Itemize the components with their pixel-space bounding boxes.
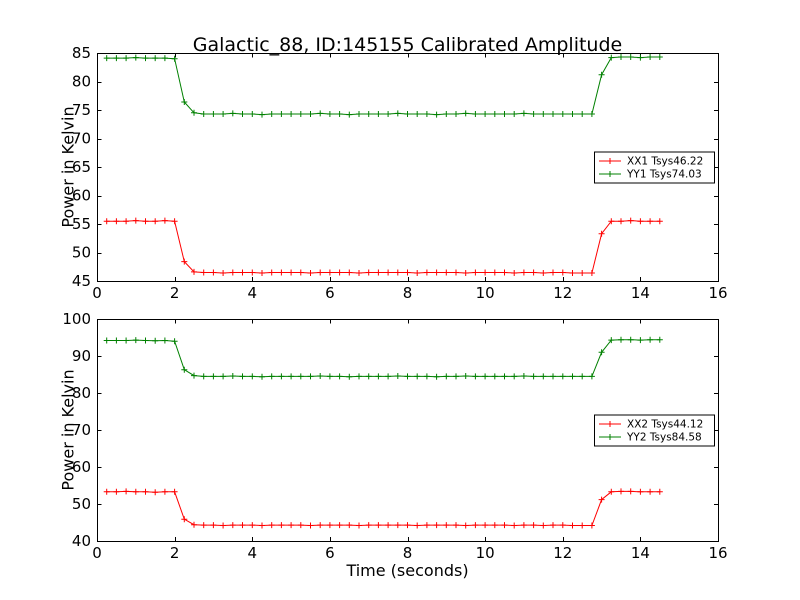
x-tick-label: 12 [553, 284, 572, 302]
x-tick-label: 14 [631, 284, 650, 302]
y-tick-label: 40 [72, 532, 91, 550]
legend-box [594, 151, 715, 184]
y-tick-label: 45 [72, 272, 91, 290]
y-tick-label: 60 [72, 187, 91, 205]
y-tick-label: 50 [72, 495, 91, 513]
legend-marker-sample [607, 434, 613, 440]
y-tick-label: 65 [72, 158, 91, 176]
y-tick-label: 60 [72, 458, 91, 476]
y-tick-label: 100 [62, 310, 91, 328]
x-tick-label: 4 [247, 284, 257, 302]
legend-label: XX2 Tsys44.12 [627, 419, 703, 431]
x-tick-label: 10 [476, 284, 495, 302]
x-tick-label: 2 [170, 544, 180, 562]
legend-marker-sample [607, 171, 613, 177]
series-markers-xx2 [103, 488, 663, 529]
y-tick-label: 85 [72, 44, 91, 62]
x-tick-label: 16 [708, 544, 727, 562]
series-markers-xx1 [103, 217, 663, 276]
series-line-yy1 [106, 56, 660, 116]
x-tick-label: 0 [92, 544, 102, 562]
y-tick-label: 55 [72, 215, 91, 233]
x-axis-label: Time (seconds) [346, 561, 469, 580]
y-tick-label: 70 [72, 421, 91, 439]
x-tick-label: 8 [403, 284, 413, 302]
legend-box [594, 414, 715, 447]
subplot-2: 0 2 4 6 8 10 12 14 16 40 50 60 70 80 90 100 XX2 Tsys44.1… [62, 310, 727, 562]
legend-label: YY1 Tsys74.03 [626, 169, 702, 181]
subplot-1: 0 2 4 6 8 10 12 14 16 45 50 55 60 65 70 75 80 85 XX1 Tsys4… [72, 44, 728, 302]
legend-marker-sample [607, 158, 613, 164]
x-tick-label: 14 [631, 544, 650, 562]
x-tick-label: 8 [403, 544, 413, 562]
chart-title: Galactic_88, ID:145155 Calibrated Amplit… [192, 34, 623, 56]
tick-marks [97, 319, 719, 542]
y-tick-label: 80 [72, 384, 91, 402]
legend-marker-sample [607, 421, 613, 427]
legend-label: XX1 Tsys46.22 [627, 156, 703, 168]
series-markers-yy2 [103, 336, 663, 380]
series-line-xx1 [106, 220, 660, 274]
series-line-yy2 [106, 339, 660, 378]
x-tick-label: 4 [247, 544, 257, 562]
y-tick-label: 50 [72, 244, 91, 262]
y-tick-label: 75 [72, 101, 91, 119]
series-markers-yy1 [103, 54, 663, 118]
y-tick-label: 80 [72, 73, 91, 91]
y-tick-label: 90 [72, 347, 91, 365]
x-tick-label: 2 [170, 284, 180, 302]
x-tick-label: 12 [553, 544, 572, 562]
x-tick-label: 6 [325, 284, 335, 302]
x-tick-label: 0 [92, 284, 102, 302]
x-tick-label: 6 [325, 544, 335, 562]
y-tick-label: 70 [72, 130, 91, 148]
tick-marks [97, 53, 719, 282]
x-tick-label: 16 [708, 284, 727, 302]
x-tick-label: 10 [476, 544, 495, 562]
legend-label: YY2 Tsys84.58 [626, 432, 702, 444]
series-line-xx2 [106, 490, 660, 527]
